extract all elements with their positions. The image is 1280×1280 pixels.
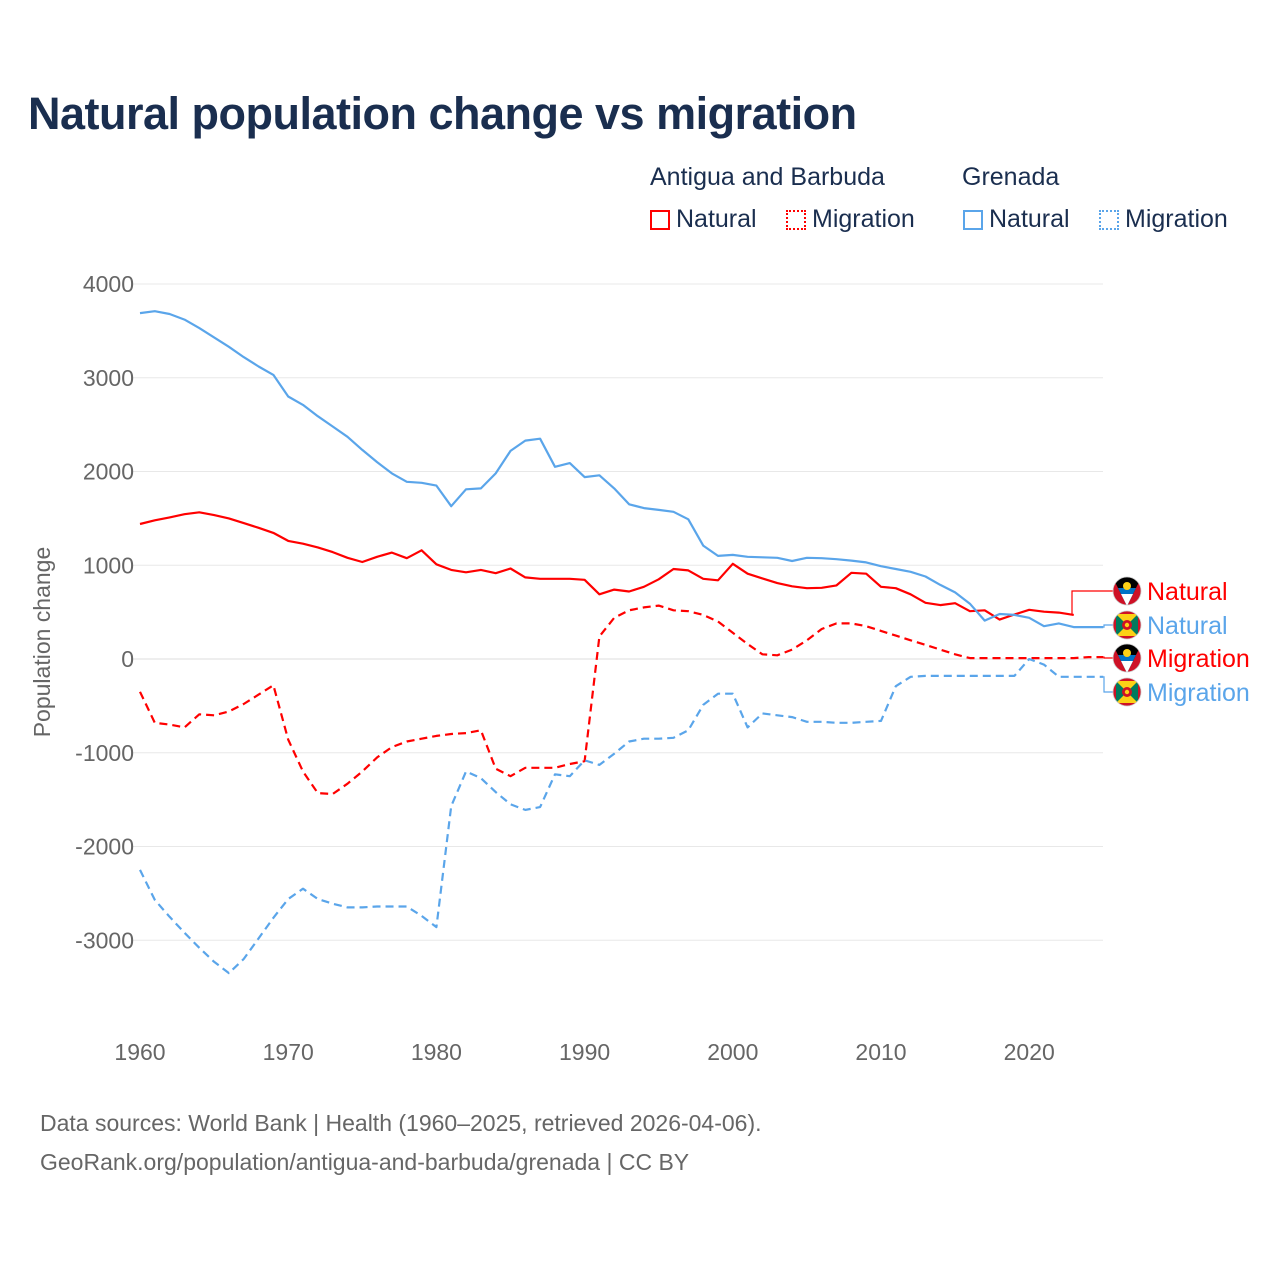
series-line-antigua-and-barbuda-natural	[139, 511, 1074, 621]
y-tick-label: -1000	[75, 740, 134, 766]
legend-antigua-migration[interactable]: Migration	[786, 205, 915, 234]
x-tick-label: 1990	[559, 1039, 610, 1065]
antigua-flag-icon	[1112, 643, 1142, 673]
end-label: Natural	[1147, 578, 1228, 606]
x-tick-label: 1980	[411, 1039, 462, 1065]
legend-label: Migration	[1125, 205, 1228, 233]
y-tick-label: 3000	[83, 365, 134, 391]
y-axis-label: Population change	[29, 547, 55, 738]
legend-group-antigua: Antigua and Barbuda	[650, 163, 885, 191]
end-label: Natural	[1147, 612, 1228, 640]
y-tick-label: -3000	[75, 927, 134, 953]
end-label: Migration	[1147, 645, 1250, 673]
x-tick-label: 1970	[263, 1039, 314, 1065]
antigua-flag-icon	[1112, 576, 1142, 606]
legend-swatch-solid-red	[650, 209, 670, 230]
legend-swatch-solid-blue	[963, 209, 983, 230]
legend-label: Migration	[812, 205, 915, 233]
label-connector	[1071, 590, 1114, 616]
y-tick-label: -2000	[75, 834, 134, 860]
label-connector	[1103, 624, 1114, 628]
legend-antigua-natural[interactable]: Natural	[650, 205, 757, 234]
chart-title: Natural population change vs migration	[28, 88, 857, 139]
x-tick-label: 2010	[855, 1039, 906, 1065]
x-tick-label: 2000	[707, 1039, 758, 1065]
series-line-grenada-migration	[139, 657, 1104, 975]
legend-label: Natural	[676, 205, 757, 233]
legend-group-grenada: Grenada	[962, 163, 1060, 191]
grenada-flag-icon	[1112, 677, 1142, 707]
y-tick-label: 4000	[83, 271, 134, 297]
y-tick-label: 1000	[83, 552, 134, 578]
legend-swatch-dotted-red	[786, 209, 806, 230]
legend-label: Natural	[989, 205, 1070, 233]
series-line-antigua-and-barbuda-migration	[139, 604, 1104, 796]
x-tick-label: 1960	[114, 1039, 165, 1065]
source-url: GeoRank.org/population/antigua-and-barbu…	[40, 1149, 690, 1175]
legend-swatch-dotted-blue	[1099, 209, 1119, 230]
label-connector	[1103, 676, 1114, 693]
legend-grenada-migration[interactable]: Migration	[1099, 205, 1228, 234]
end-label: Migration	[1147, 679, 1250, 707]
y-tick-label: 0	[121, 646, 134, 672]
series-line-grenada-natural	[139, 310, 1104, 629]
y-tick-label: 2000	[83, 459, 134, 485]
legend-grenada-natural[interactable]: Natural	[963, 205, 1070, 234]
x-tick-label: 2020	[1004, 1039, 1055, 1065]
source-note: Data sources: World Bank | Health (1960–…	[40, 1110, 762, 1136]
grenada-flag-icon	[1112, 610, 1142, 640]
label-connector	[1103, 656, 1114, 659]
